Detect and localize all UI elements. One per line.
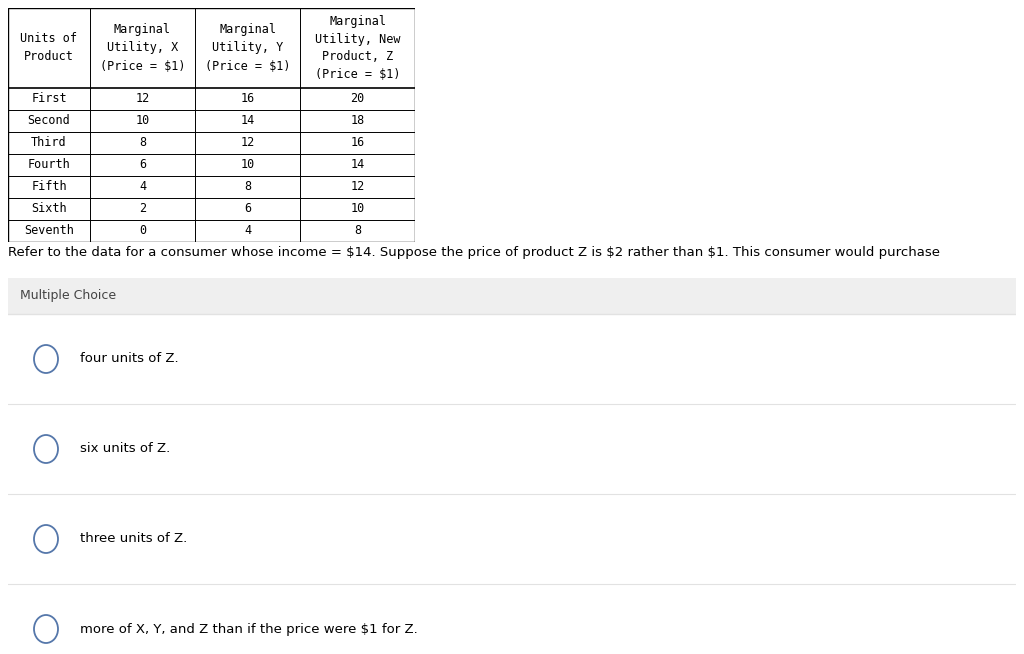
Text: 8: 8 — [139, 137, 146, 150]
Text: 12: 12 — [350, 181, 365, 194]
Bar — [8, 494, 1016, 584]
Text: 8: 8 — [244, 181, 251, 194]
Bar — [8, 584, 1016, 654]
Text: 16: 16 — [350, 137, 365, 150]
Text: 2: 2 — [139, 203, 146, 216]
Text: Marginal
Utility, New
Product, Z
(Price = $1): Marginal Utility, New Product, Z (Price … — [314, 14, 400, 82]
Bar — [8, 314, 1016, 404]
Ellipse shape — [34, 435, 58, 463]
Text: 6: 6 — [139, 158, 146, 171]
Text: 6: 6 — [244, 203, 251, 216]
Text: Marginal
Utility, Y
(Price = $1): Marginal Utility, Y (Price = $1) — [205, 24, 290, 73]
Text: 12: 12 — [135, 92, 150, 105]
Text: Units of
Product: Units of Product — [20, 33, 78, 63]
Text: Fifth: Fifth — [31, 181, 67, 194]
Text: 14: 14 — [350, 158, 365, 171]
Text: 0: 0 — [139, 224, 146, 237]
Ellipse shape — [34, 345, 58, 373]
Text: more of X, Y, and Z than if the price were $1 for Z.: more of X, Y, and Z than if the price we… — [80, 623, 418, 636]
Text: First: First — [31, 92, 67, 105]
Text: 10: 10 — [241, 158, 255, 171]
Ellipse shape — [34, 615, 58, 643]
Text: Second: Second — [28, 114, 71, 128]
Text: Multiple Choice: Multiple Choice — [20, 290, 116, 303]
Text: Seventh: Seventh — [24, 224, 74, 237]
Text: 10: 10 — [135, 114, 150, 128]
Bar — [8, 278, 1016, 314]
Text: 16: 16 — [241, 92, 255, 105]
Text: 8: 8 — [354, 224, 361, 237]
Text: 14: 14 — [241, 114, 255, 128]
Text: Refer to the data for a consumer whose income = $14. Suppose the price of produc: Refer to the data for a consumer whose i… — [8, 246, 940, 259]
Text: three units of Z.: three units of Z. — [80, 532, 187, 545]
Text: Sixth: Sixth — [31, 203, 67, 216]
Text: Marginal
Utility, X
(Price = $1): Marginal Utility, X (Price = $1) — [99, 24, 185, 73]
Bar — [8, 404, 1016, 494]
Text: 4: 4 — [244, 224, 251, 237]
Text: 10: 10 — [350, 203, 365, 216]
Text: 20: 20 — [350, 92, 365, 105]
Text: Fourth: Fourth — [28, 158, 71, 171]
Text: six units of Z.: six units of Z. — [80, 443, 170, 455]
Text: 18: 18 — [350, 114, 365, 128]
Text: Third: Third — [31, 137, 67, 150]
Ellipse shape — [34, 525, 58, 553]
Text: 4: 4 — [139, 181, 146, 194]
Text: 12: 12 — [241, 137, 255, 150]
Text: four units of Z.: four units of Z. — [80, 353, 178, 366]
